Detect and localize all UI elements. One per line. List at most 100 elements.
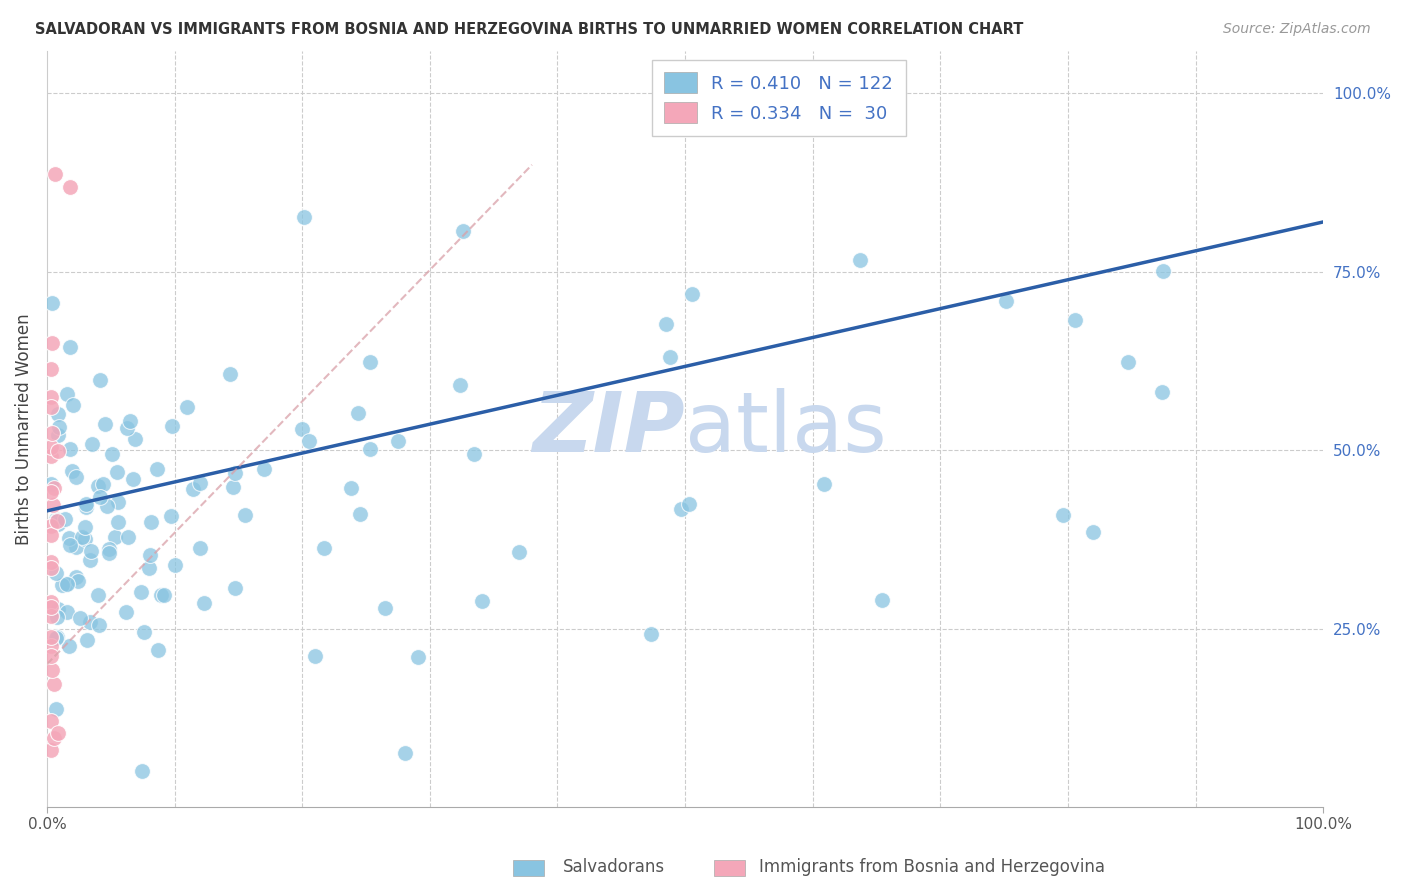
Point	[94, 417, 117, 432]
Point	[75, 497, 97, 511]
Point	[471, 594, 494, 608]
Point	[41, 518, 63, 533]
Text: atlas: atlas	[685, 388, 887, 469]
Point	[58, 531, 80, 545]
Point	[117, 530, 139, 544]
Point	[138, 561, 160, 575]
Point	[122, 472, 145, 486]
Point	[655, 318, 678, 332]
Point	[298, 434, 321, 449]
Text: SALVADORAN VS IMMIGRANTS FROM BOSNIA AND HERZEGOVINA BIRTHS TO UNMARRIED WOMEN C: SALVADORAN VS IMMIGRANTS FROM BOSNIA AND…	[35, 22, 1024, 37]
Point	[224, 581, 246, 595]
Point	[340, 481, 363, 495]
Y-axis label: Births to Unmarried Women: Births to Unmarried Women	[15, 313, 32, 545]
Point	[59, 340, 82, 354]
Point	[292, 211, 315, 225]
Point	[124, 433, 146, 447]
Text: Source: ZipAtlas.com: Source: ZipAtlas.com	[1223, 22, 1371, 37]
Point	[55, 387, 77, 401]
Point	[508, 545, 530, 559]
Point	[58, 639, 80, 653]
Point	[46, 443, 69, 458]
Point	[51, 578, 73, 592]
Point	[39, 630, 62, 644]
Point	[176, 400, 198, 414]
Point	[41, 335, 63, 350]
Point	[39, 648, 62, 663]
Point	[80, 544, 103, 558]
Point	[129, 584, 152, 599]
Point	[65, 540, 87, 554]
Point	[1116, 355, 1139, 369]
Point	[86, 478, 108, 492]
Point	[681, 286, 703, 301]
Point	[55, 577, 77, 591]
Point	[165, 558, 187, 572]
Point	[39, 362, 62, 376]
Point	[59, 442, 82, 456]
Point	[115, 420, 138, 434]
Point	[449, 377, 471, 392]
Point	[224, 466, 246, 480]
Point	[97, 546, 120, 560]
Point	[995, 293, 1018, 308]
Point	[181, 482, 204, 496]
Text: Immigrants from Bosnia and Herzegovina: Immigrants from Bosnia and Herzegovina	[759, 858, 1105, 876]
Point	[233, 508, 256, 523]
Point	[46, 407, 69, 421]
Point	[188, 476, 211, 491]
Point	[89, 373, 111, 387]
Point	[46, 610, 69, 624]
Point	[46, 602, 69, 616]
Point	[406, 650, 429, 665]
Point	[45, 702, 67, 716]
Point	[107, 515, 129, 529]
Point	[107, 495, 129, 509]
Point	[131, 764, 153, 779]
Point	[39, 449, 62, 463]
Point	[42, 731, 65, 745]
Point	[188, 541, 211, 555]
Point	[387, 434, 409, 449]
Point	[678, 497, 700, 511]
Point	[46, 630, 69, 644]
Point	[39, 600, 62, 615]
Point	[73, 519, 96, 533]
Point	[65, 469, 87, 483]
Point	[39, 743, 62, 757]
Point	[91, 476, 114, 491]
Point	[218, 368, 240, 382]
Point	[193, 596, 215, 610]
Point	[53, 511, 76, 525]
Point	[39, 561, 62, 575]
Point	[115, 605, 138, 619]
Point	[39, 609, 62, 624]
Point	[79, 552, 101, 566]
Point	[48, 517, 70, 532]
Point	[359, 355, 381, 369]
Point	[39, 477, 62, 491]
Point	[138, 548, 160, 562]
Point	[97, 541, 120, 556]
Point	[394, 747, 416, 761]
Point	[39, 401, 62, 415]
Point	[59, 538, 82, 552]
Point	[80, 436, 103, 450]
Point	[105, 465, 128, 479]
Point	[1150, 384, 1173, 399]
Point	[42, 676, 65, 690]
Point	[120, 414, 142, 428]
Point	[314, 541, 336, 555]
Point	[349, 508, 371, 522]
Point	[222, 480, 245, 494]
Point	[150, 588, 173, 602]
Point	[66, 574, 89, 588]
Point	[347, 406, 370, 420]
Point	[69, 611, 91, 625]
Point	[463, 447, 485, 461]
Point	[451, 224, 474, 238]
Point	[60, 464, 83, 478]
Point	[59, 180, 82, 194]
Point	[160, 509, 183, 524]
Point	[72, 530, 94, 544]
